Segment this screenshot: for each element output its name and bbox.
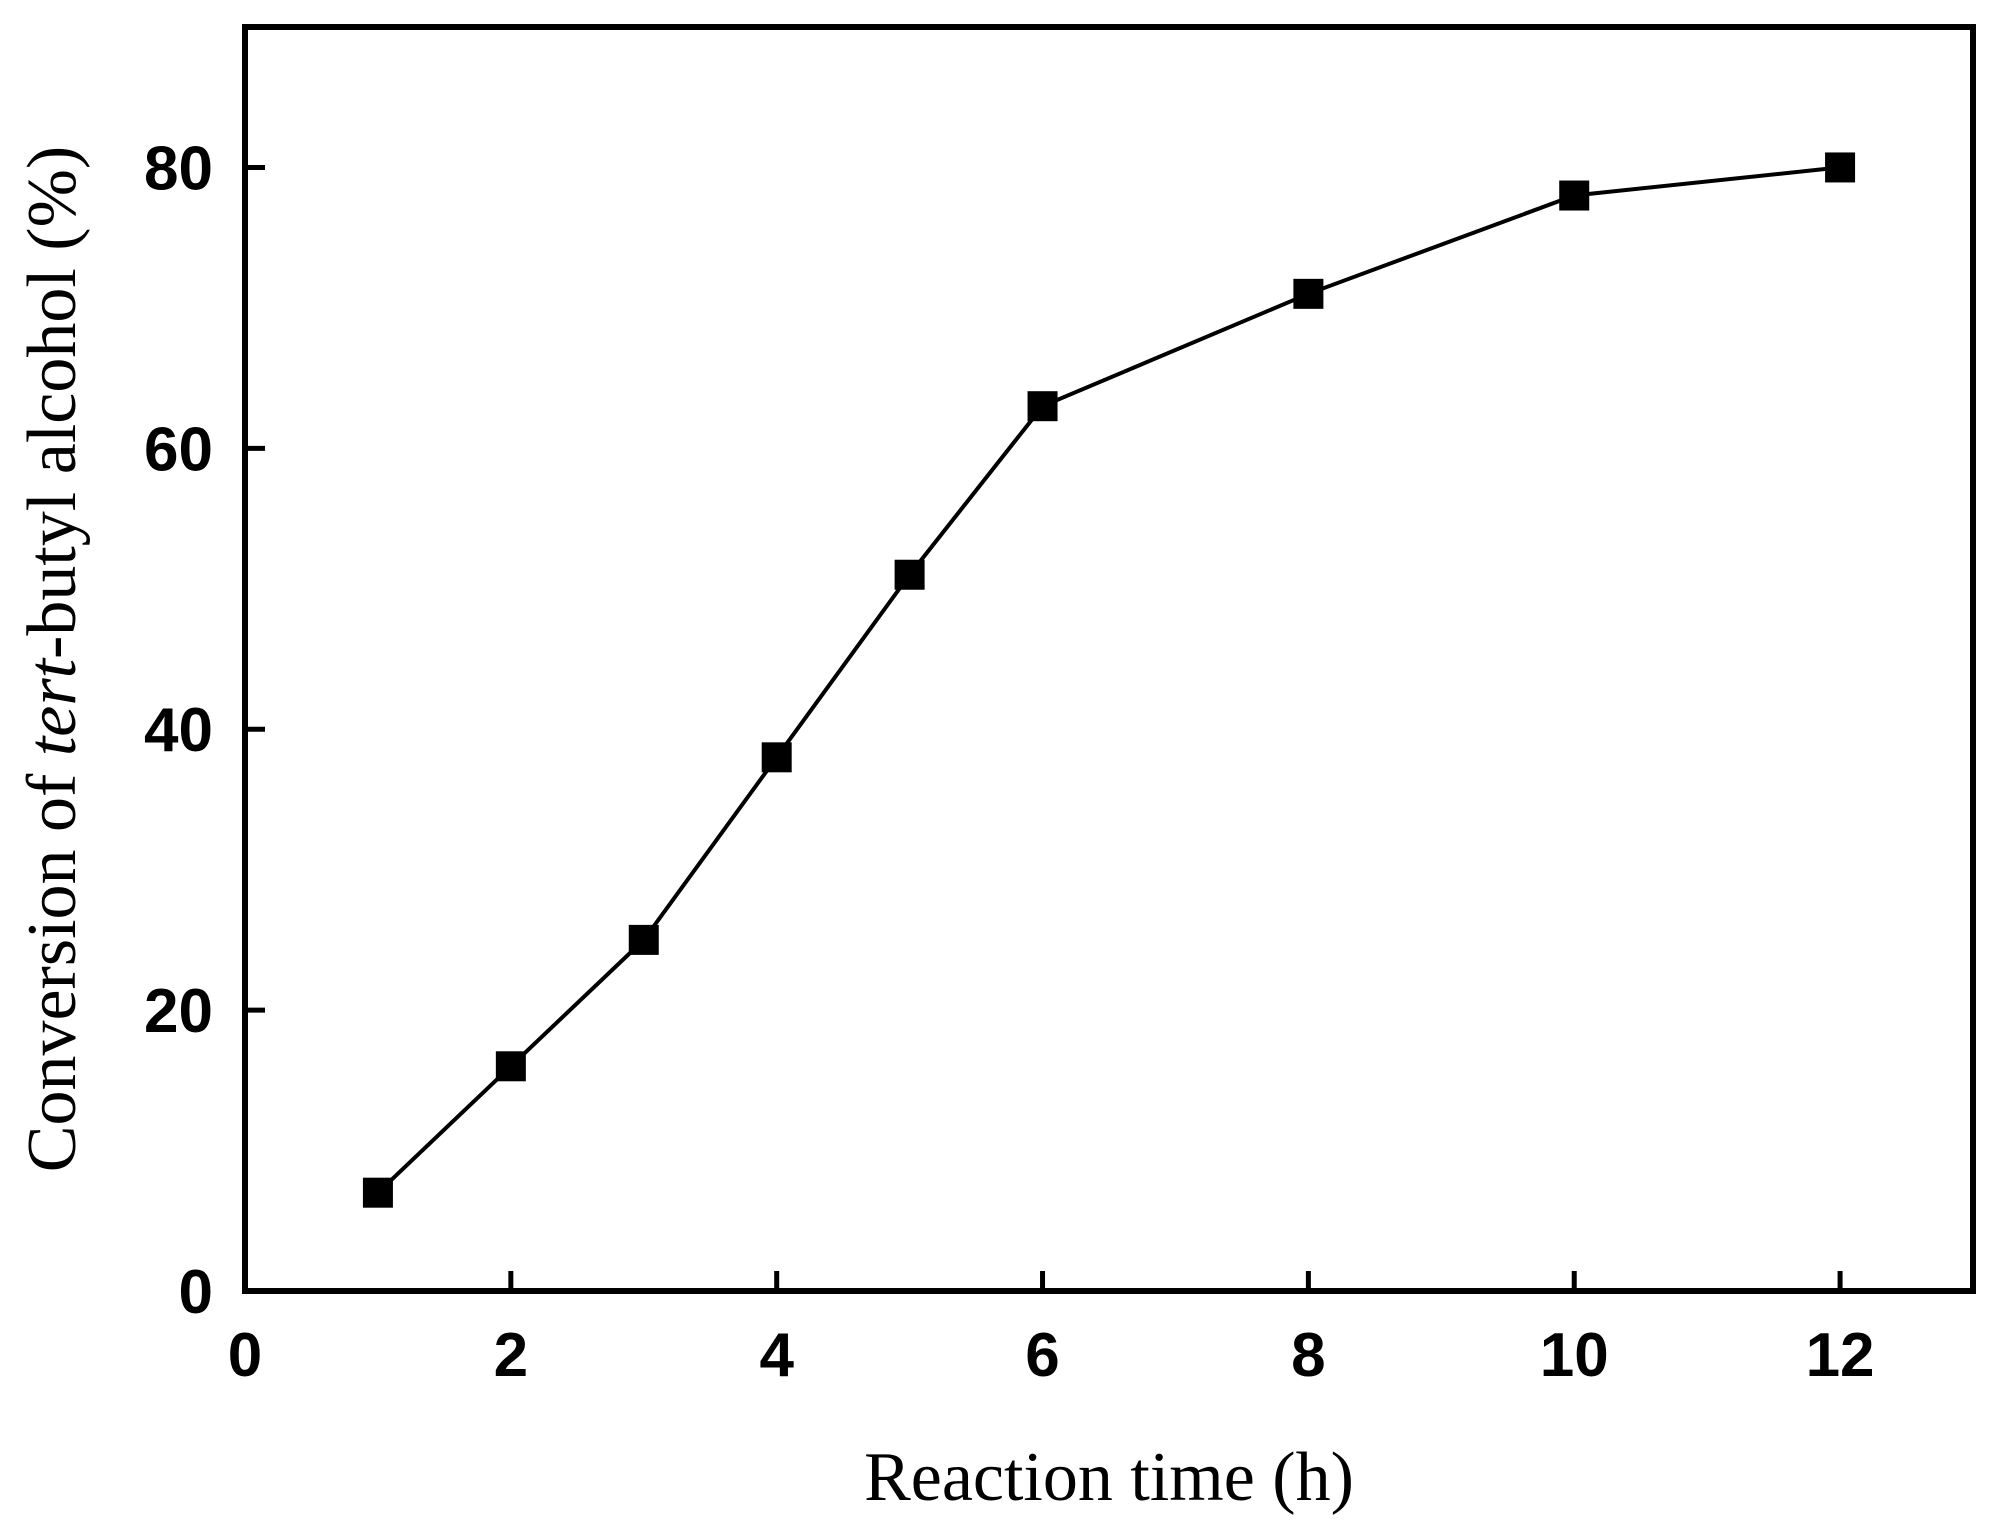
plot-frame [242,24,1976,1294]
data-point-0-0 [362,1177,393,1208]
data-point-0-4 [894,559,925,590]
x-tick-label-5: 10 [1540,1321,1609,1390]
y-tick-label-4: 80 [144,134,213,203]
x-tick-label-0: 0 [228,1321,262,1390]
data-point-0-1 [495,1051,526,1082]
series-layer [362,152,1856,1208]
y-tick-label-0: 0 [179,1258,213,1327]
x-axis-title: Reaction time (h) [864,1439,1354,1516]
ticks-layer [242,164,1843,1294]
y-axis-title: Conversion of tert-butyl alcohol (%) [14,146,91,1172]
y-axis-title-suffix: -butyl alcohol (%) [14,146,91,659]
y-tick-label-1: 20 [144,977,213,1046]
y-axis-title-italic: tert [14,657,91,756]
data-point-0-8 [1825,152,1856,183]
x-tick-label-6: 12 [1806,1321,1875,1390]
data-point-0-6 [1293,278,1324,309]
y-tick-label-2: 40 [144,696,213,765]
y-tick-label-3: 60 [144,415,213,484]
data-point-0-3 [761,742,792,773]
y-axis-title-prefix: Conversion of [14,756,91,1172]
data-point-0-7 [1559,180,1590,211]
x-tick-label-1: 2 [494,1321,528,1390]
x-tick-label-3: 6 [1025,1321,1059,1390]
x-tick-label-4: 8 [1291,1321,1325,1390]
tick-labels-layer: 0 2 4 6 8 10 12 0 20 40 60 80 [144,134,1875,1390]
series-line-0 [376,165,1841,1195]
x-tick-label-2: 4 [759,1321,794,1390]
data-point-0-5 [1027,391,1058,422]
data-point-0-2 [628,924,659,955]
